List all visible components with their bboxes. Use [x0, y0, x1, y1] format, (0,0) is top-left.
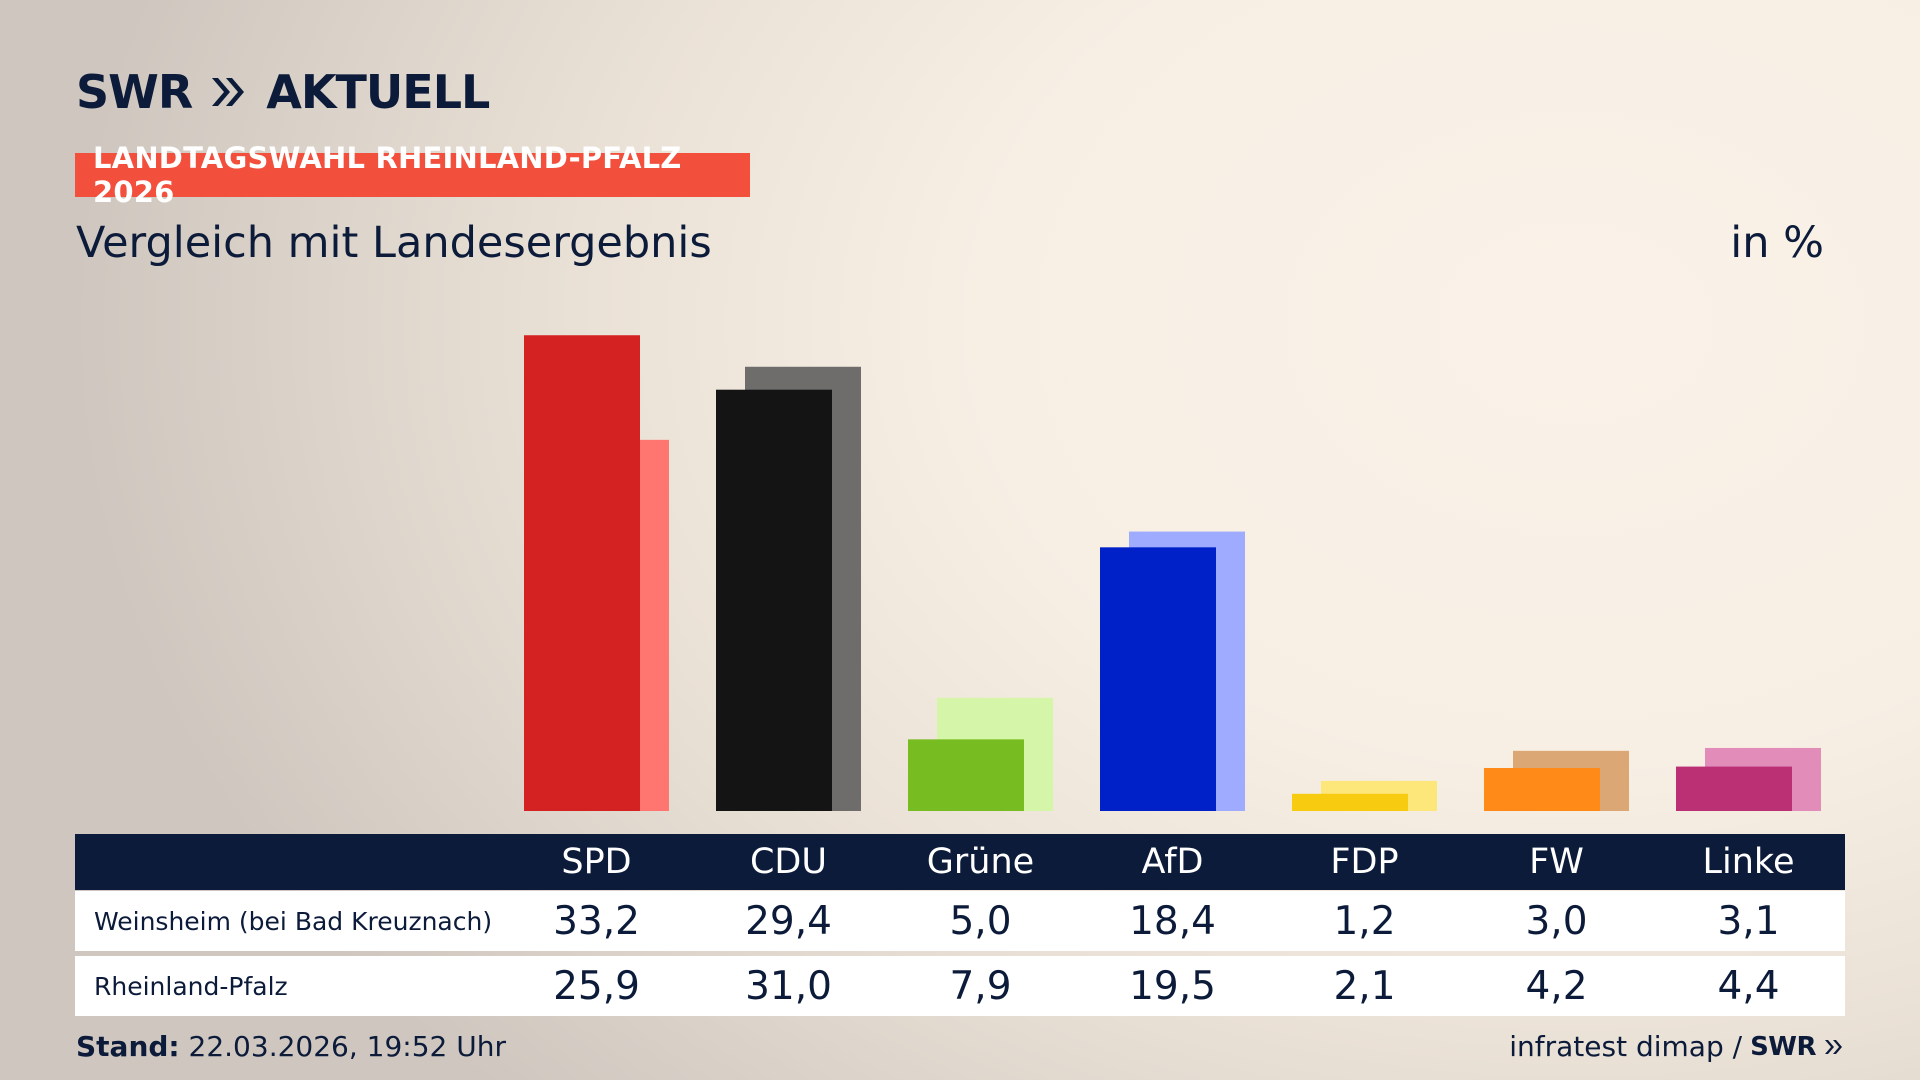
value-state-grne: 7,9	[949, 963, 1012, 1009]
header-grne: Grüne	[926, 842, 1035, 882]
unit-label: in %	[1730, 218, 1824, 268]
bar-local-linke	[1676, 766, 1792, 811]
footer-source: infratest dimap / SWR	[1509, 1030, 1844, 1063]
value-local-linke: 3,1	[1717, 898, 1780, 944]
bar-local-afd	[1100, 547, 1216, 811]
swr-aktuell-logo: SWR AKTUELL	[76, 65, 490, 119]
footer-swr-logo: SWR	[1750, 1031, 1816, 1062]
value-state-linke: 4,4	[1717, 963, 1780, 1009]
logo-swr-text: SWR	[76, 65, 193, 119]
table-row-local: Weinsheim (bei Bad Kreuznach) 33,2 29,4 5,…	[75, 891, 1845, 951]
value-state-afd: 19,5	[1129, 963, 1216, 1009]
header-fdp: FDP	[1330, 842, 1399, 882]
header-cdu: CDU	[749, 842, 827, 882]
source-text: infratest dimap /	[1509, 1030, 1743, 1063]
stand-value: 22.03.2026, 19:52 Uhr	[188, 1030, 506, 1063]
double-chevron-icon	[212, 78, 245, 106]
bar-local-cdu	[716, 389, 832, 811]
value-state-fw: 4,2	[1525, 963, 1588, 1009]
footer-stand: Stand: 22.03.2026, 19:52 Uhr	[76, 1030, 506, 1063]
table-row-state: Rheinland-Pfalz 25,9 31,0 7,9 19,5 2,1 4,2 4,4	[75, 956, 1845, 1016]
value-local-cdu: 29,4	[745, 898, 832, 944]
value-local-fdp: 1,2	[1333, 898, 1396, 944]
value-local-spd: 33,2	[553, 898, 640, 944]
value-local-grne: 5,0	[949, 898, 1012, 944]
footer-chevron-icon	[1825, 1039, 1842, 1054]
header-linke: Linke	[1702, 842, 1795, 882]
header-afd: AfD	[1141, 842, 1204, 882]
value-local-afd: 18,4	[1129, 898, 1216, 944]
logo-section-text: AKTUELL	[266, 65, 490, 119]
chart-subtitle: Vergleich mit Landesergebnis	[76, 218, 712, 268]
value-state-fdp: 2,1	[1333, 963, 1396, 1009]
header-spd: SPD	[561, 842, 632, 882]
bar-local-fw	[1484, 768, 1600, 811]
stand-label: Stand:	[76, 1030, 180, 1063]
table-header: SPD CDU Grüne AfD FDP FW Linke	[75, 834, 1845, 890]
bar-local-spd	[524, 335, 640, 811]
bar-local-grne	[908, 739, 1024, 811]
row-label-local: Weinsheim (bei Bad Kreuznach)	[94, 906, 493, 936]
bar-local-fdp	[1292, 793, 1408, 811]
header-fw: FW	[1529, 842, 1584, 882]
value-state-cdu: 31,0	[745, 963, 832, 1009]
value-local-fw: 3,0	[1525, 898, 1588, 944]
value-state-spd: 25,9	[553, 963, 640, 1009]
results-table: SPD CDU Grüne AfD FDP FW Linke Weinsheim (bei …	[75, 834, 1845, 1016]
row-label-state: Rheinland-Pfalz	[94, 971, 288, 1001]
